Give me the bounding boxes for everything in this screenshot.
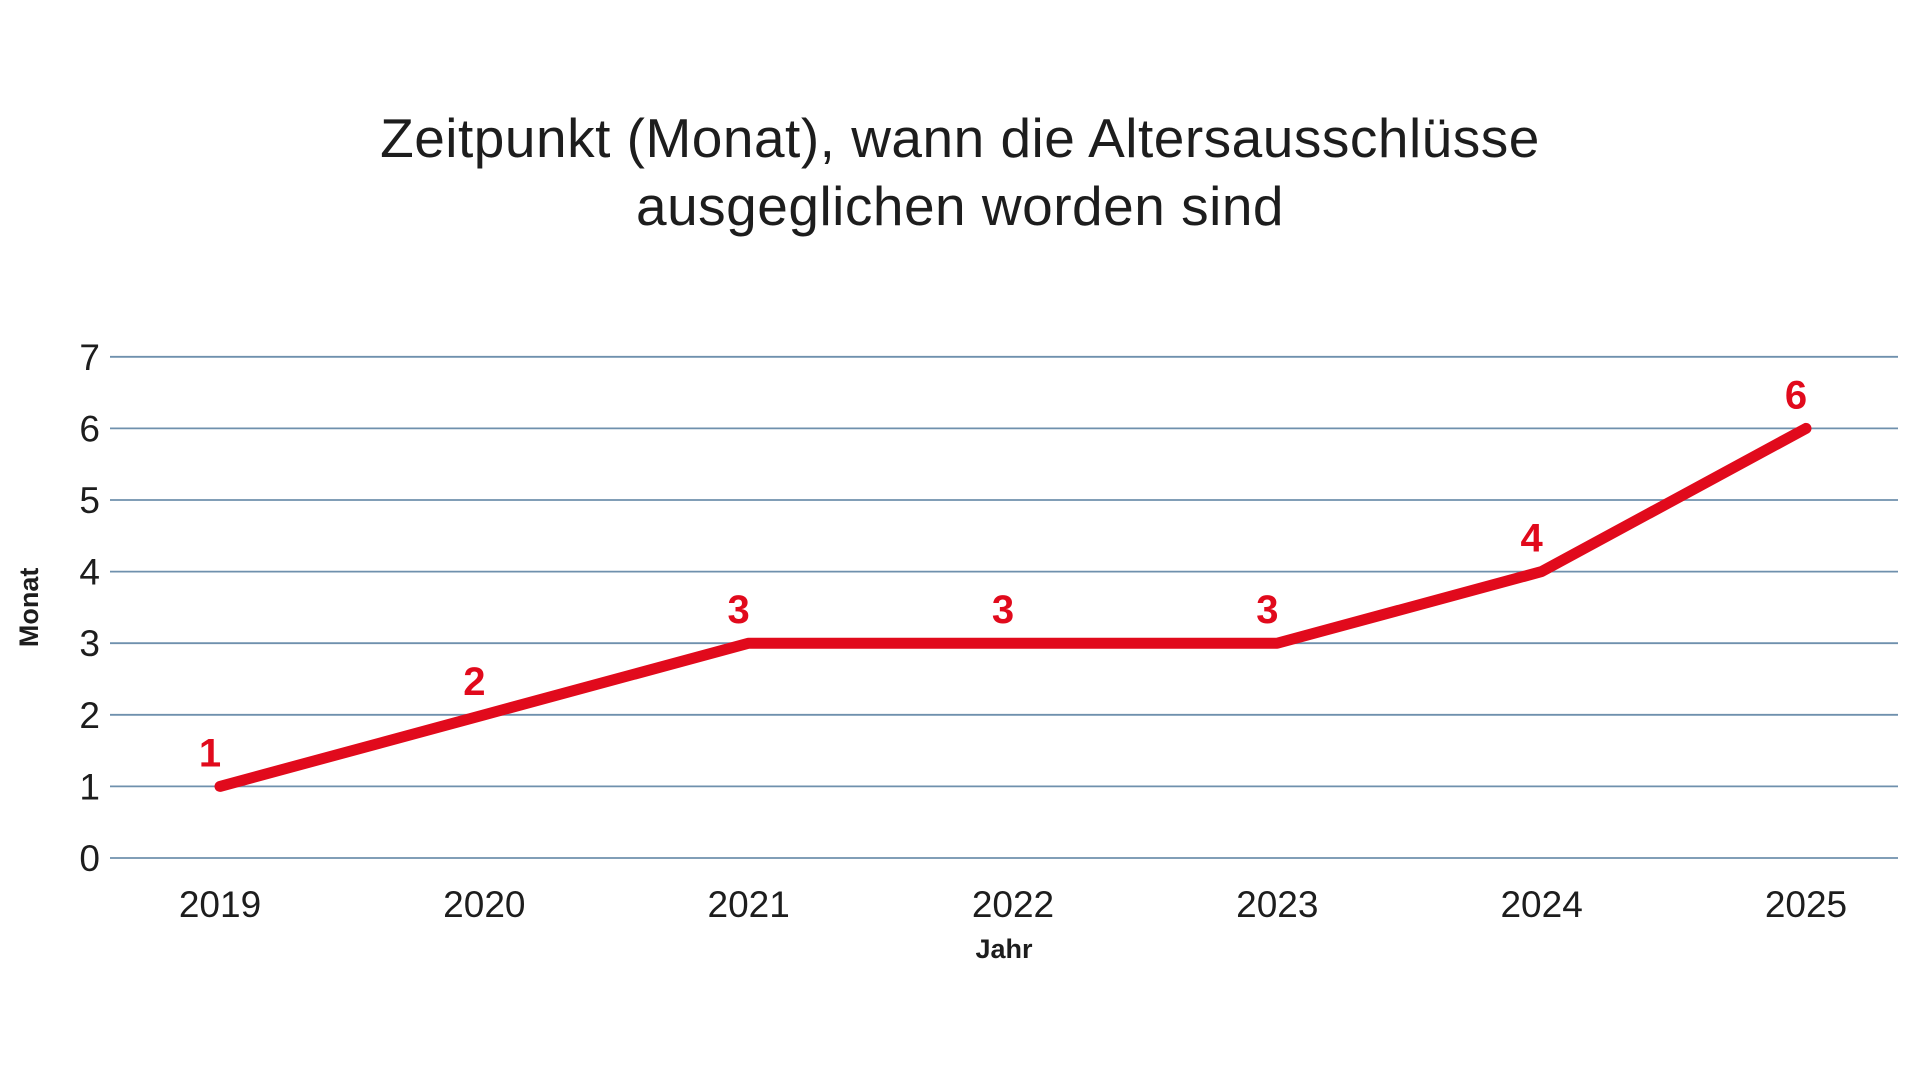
data-label-2022: 3 — [992, 588, 1014, 632]
y-tick-label-4: 4 — [79, 552, 100, 593]
data-label-2020: 2 — [463, 660, 485, 704]
y-tick-label-7: 7 — [79, 337, 100, 378]
y-tick-label-3: 3 — [79, 623, 100, 664]
data-label-2025: 6 — [1785, 373, 1807, 417]
y-tick-label-5: 5 — [79, 480, 100, 521]
x-tick-label-2022: 2022 — [972, 884, 1054, 925]
y-tick-label-0: 0 — [79, 838, 100, 879]
series-line-monat — [214, 422, 1812, 792]
data-label-2023: 3 — [1256, 588, 1278, 632]
y-tick-label-2: 2 — [79, 695, 100, 736]
x-tick-label-2025: 2025 — [1765, 884, 1847, 925]
data-label-2024: 4 — [1521, 517, 1544, 561]
data-label-2021: 3 — [728, 588, 750, 632]
x-tick-label-2021: 2021 — [708, 884, 790, 925]
y-axis-title: Monat — [14, 568, 44, 647]
x-tick-label-2020: 2020 — [443, 884, 525, 925]
chart-title: Zeitpunkt (Monat), wann die Altersaussch… — [0, 104, 1920, 240]
data-label-2019: 1 — [199, 731, 221, 775]
chart-title-line-1: Zeitpunkt (Monat), wann die Altersaussch… — [380, 107, 1540, 169]
chart-title-line-2: ausgeglichen worden sind — [636, 175, 1284, 237]
x-tick-label-2019: 2019 — [179, 884, 261, 925]
x-axis-title: Jahr — [975, 934, 1033, 964]
y-tick-label-1: 1 — [79, 766, 100, 807]
x-tick-label-2023: 2023 — [1236, 884, 1318, 925]
y-tick-label-6: 6 — [79, 408, 100, 449]
x-tick-label-2024: 2024 — [1500, 884, 1582, 925]
